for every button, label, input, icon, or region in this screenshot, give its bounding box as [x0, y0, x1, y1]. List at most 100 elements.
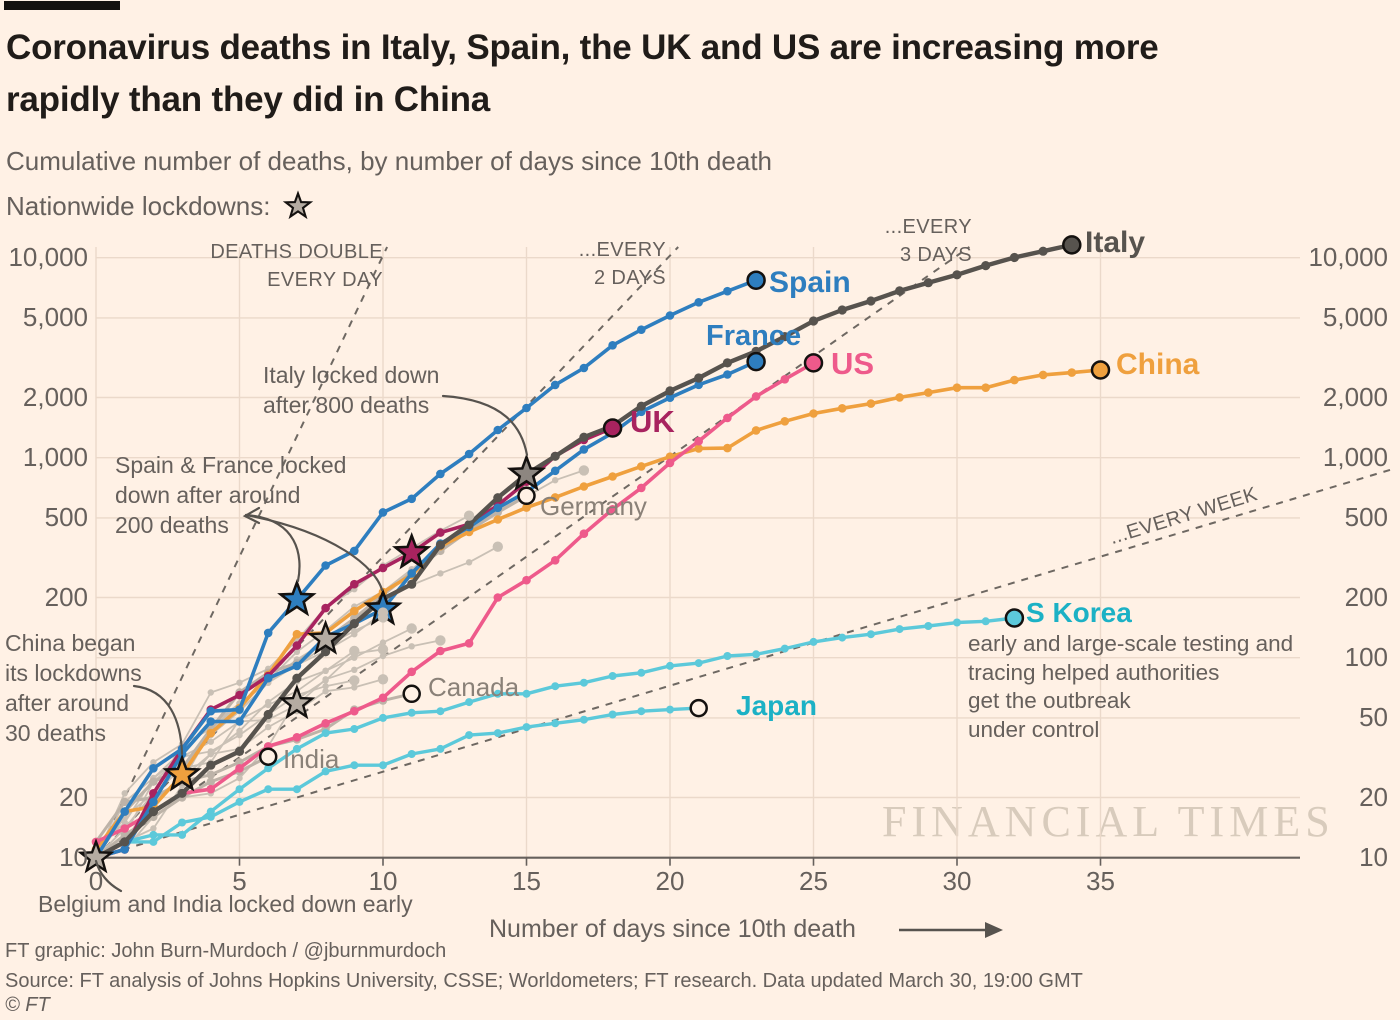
series-dot-china [895, 393, 904, 402]
series-dot-france [120, 845, 129, 854]
series-dot-philippines [265, 723, 272, 731]
series-dot-skorea [235, 785, 244, 794]
series-dot-skorea [178, 830, 187, 839]
series-dot-denmark [236, 731, 243, 739]
series-dot-canada [206, 770, 215, 779]
x-axis-title: Number of days since 10th death [489, 915, 856, 943]
series-dot-japan [379, 761, 387, 770]
ref-line-doubling-1d [95, 246, 389, 859]
series-line-japan [94, 706, 701, 860]
series-dot-france [579, 445, 589, 454]
series-dot-skorea [321, 729, 330, 738]
series-dot-china [780, 417, 790, 426]
series-dot-france [292, 661, 302, 671]
series-dot-skorea [866, 630, 875, 639]
series-dot-italy [349, 619, 359, 629]
series-dot-uk [321, 603, 330, 613]
end-marker-us [803, 353, 824, 373]
series-dot-skorea [264, 764, 273, 773]
series-dot-china [608, 472, 617, 481]
series-dot-spain [550, 380, 560, 390]
series-dot-us [751, 392, 761, 401]
series-dot-france [407, 569, 417, 578]
series-dot-spain [493, 425, 503, 435]
series-dot-skorea [149, 830, 158, 839]
series-dot-japan [436, 744, 445, 753]
series-dot-china [837, 404, 847, 413]
annotation-every-2-days: ...EVERY 2 DAYS [578, 239, 666, 290]
series-dot-spain [464, 449, 474, 459]
annotation-spain-france-lockdown: Spain & France locked down after around … [115, 452, 347, 538]
series-dot-us [522, 575, 531, 585]
series-dot-italy [952, 270, 962, 280]
series-dot-china [637, 462, 646, 471]
annotation-skorea-testing: early and large-scale testing and tracin… [968, 631, 1294, 742]
series-dot-indonesia [207, 738, 214, 745]
annotation-arrow-2 [244, 513, 384, 592]
series-dot-portugal [379, 639, 387, 646]
series-dot-skorea [350, 725, 359, 733]
series-dot-spain [263, 628, 273, 638]
series-dot-china [550, 493, 560, 502]
annotation-italy-lockdown: Italy locked down after 800 deaths [263, 362, 440, 418]
series-dot-turkey [121, 790, 128, 797]
lockdown-legend-label: Nationwide lockdowns: [6, 190, 271, 221]
end-marker-france [746, 351, 766, 372]
series-dot-spain [608, 341, 617, 350]
series-dot-china [493, 515, 503, 524]
series-dot-spain [206, 706, 216, 716]
series-dot-italy [981, 261, 991, 271]
series-dot-india [206, 777, 215, 786]
series-dot-philippines [322, 688, 329, 695]
series-dot-skorea [723, 652, 732, 660]
series-dot-us [780, 375, 790, 384]
footer-copyright: © FT [5, 994, 50, 1016]
series-dot-spain [350, 546, 359, 556]
series-dot-france [723, 370, 732, 379]
series-dot-skorea [522, 689, 531, 698]
series-dot-us [694, 436, 703, 446]
series-dot-italy [837, 305, 847, 315]
series-dot-italy [120, 837, 130, 847]
series-dot-denmark [322, 683, 329, 690]
series-dot-italy [1038, 246, 1048, 256]
series-dot-japan [522, 723, 531, 732]
series-dot-canada [120, 797, 129, 807]
series-dot-us [665, 458, 675, 468]
series-dot-us [235, 764, 244, 773]
series-dot-italy [177, 788, 187, 798]
series-dot-france [493, 503, 503, 513]
series-dot-italy [636, 401, 646, 411]
series-dot-denmark [207, 748, 214, 755]
series-dot-france [235, 717, 244, 726]
end-marker-switzerland [492, 541, 503, 552]
end-marker-belgium [463, 510, 475, 521]
series-dot-japan [350, 761, 359, 770]
series-line-portugal [95, 627, 413, 859]
end-marker-spain [746, 270, 766, 290]
series-dot-japan [235, 797, 244, 806]
lockdown-star-italy [506, 453, 547, 492]
series-dot-skorea [206, 807, 215, 816]
series-dot-skorea [838, 633, 847, 642]
series-dot-italy [1009, 252, 1020, 263]
series-dot-spain [235, 705, 244, 714]
series-dot-uk [292, 641, 302, 650]
series-dot-italy [148, 807, 158, 817]
series-dot-skorea [666, 661, 674, 670]
annotation-belgium-india-lockdown: Belgium and India locked down early [38, 891, 413, 917]
series-line-us [94, 361, 816, 844]
series-dot-china [981, 383, 990, 393]
series-line-spain [94, 278, 758, 860]
annotation-every-3-days: ...EVERY 3 DAYS [884, 216, 972, 267]
series-dot-china [292, 629, 302, 639]
end-marker-china [1090, 360, 1111, 380]
series-dot-spain [637, 325, 646, 335]
series-dot-china [723, 443, 732, 453]
lockdown-star-china [162, 753, 202, 792]
series-dot-china [694, 444, 703, 453]
series-dot-china [1038, 370, 1048, 380]
end-marker-turkey [377, 607, 389, 618]
series-dot-italy [234, 746, 245, 757]
series-dot-uk [235, 690, 244, 700]
